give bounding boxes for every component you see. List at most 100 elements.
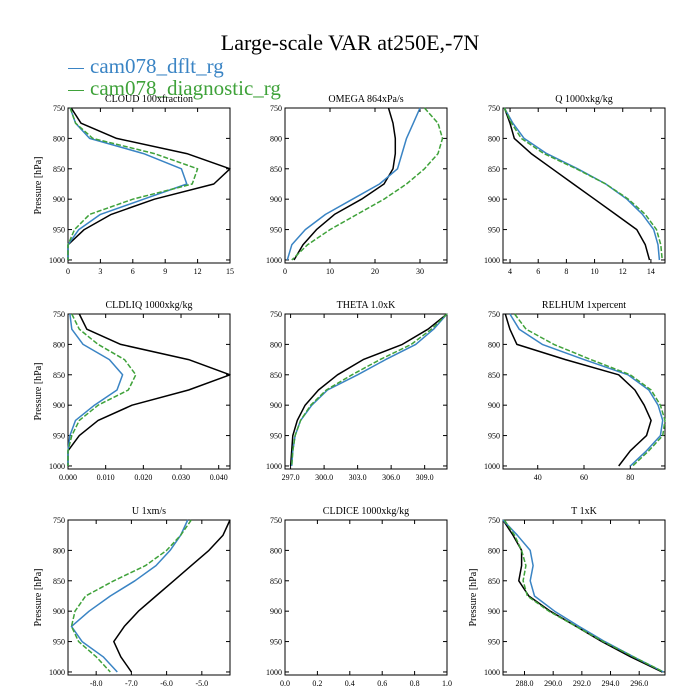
series-line-0 [67, 313, 231, 466]
y-tick-label: 950 [53, 226, 65, 235]
y-tick-label: 1000 [49, 462, 65, 471]
x-tick-label: 60 [580, 473, 588, 482]
y-tick-label: 850 [488, 577, 500, 586]
series-line-2 [70, 519, 192, 673]
chart-title: T 1xK [571, 506, 597, 517]
series-line-1 [70, 519, 189, 673]
x-tick-label: 292.0 [573, 679, 591, 688]
plot-frame [67, 107, 231, 264]
x-tick-label: 0.6 [377, 679, 387, 688]
y-tick-label: 850 [488, 165, 500, 174]
y-tick-label: 1000 [49, 668, 65, 677]
y-tick-label: 750 [488, 516, 500, 525]
y-tick-label: 850 [270, 577, 282, 586]
figure-title: Large-scale VAR at250E,-7N [220, 30, 480, 55]
chart-panel-3: CLDLIQ 1000xkg/kg 750 800 850 900 950 1000 0.00… [33, 300, 231, 482]
x-tick-label: 3 [98, 267, 102, 276]
y-tick-label: 800 [270, 134, 282, 143]
y-axis-label: Pressure [hPa] [468, 568, 479, 626]
chart-title: U 1xm/s [132, 506, 166, 517]
x-tick-label: 0 [66, 267, 70, 276]
x-tick-label: 8 [564, 267, 568, 276]
series-line-0 [504, 313, 652, 467]
x-tick-label: 40 [534, 473, 542, 482]
y-tick-label: 900 [53, 607, 65, 616]
x-tick-label: 30 [416, 267, 424, 276]
y-tick-label: 900 [270, 401, 282, 410]
series-line-2 [67, 313, 137, 466]
y-tick-label: 900 [270, 607, 282, 616]
x-tick-label: 10 [591, 267, 599, 276]
x-tick-label: 0.040 [210, 473, 228, 482]
x-tick-label: 297.0 [282, 473, 300, 482]
series-line-2 [503, 519, 664, 673]
x-tick-label: 0.8 [410, 679, 420, 688]
y-tick-label: 900 [488, 607, 500, 616]
y-tick-label: 750 [53, 516, 65, 525]
y-tick-label: 750 [488, 310, 500, 319]
y-tick-label: 800 [488, 546, 500, 555]
series-line-2 [503, 107, 663, 261]
y-tick-label: 850 [53, 165, 65, 174]
y-tick-label: 1000 [266, 668, 282, 677]
y-tick-label: 750 [53, 310, 65, 319]
series-line-2 [290, 313, 448, 467]
y-axis-label: Pressure [hPa] [33, 156, 44, 214]
y-tick-label: 850 [53, 371, 65, 380]
x-tick-label: 9 [163, 267, 167, 276]
x-tick-label: -7.0 [125, 679, 138, 688]
x-tick-label: 294.0 [602, 679, 620, 688]
series-line-1 [67, 313, 124, 466]
series-line-2 [67, 107, 199, 260]
y-tick-label: 900 [488, 195, 500, 204]
y-tick-label: 1000 [484, 256, 500, 265]
series-line-1 [503, 107, 661, 261]
y-tick-label: 950 [270, 226, 282, 235]
y-axis-label: Pressure [hPa] [33, 362, 44, 420]
y-tick-label: 800 [53, 340, 65, 349]
legend-item-dflt: cam078_dflt_rg [68, 55, 281, 77]
x-tick-label: 0.030 [172, 473, 190, 482]
y-tick-label: 850 [53, 577, 65, 586]
series-line-2 [291, 107, 444, 261]
legend-swatch-dflt [68, 67, 84, 69]
plot-frame [502, 107, 666, 264]
x-tick-label: 4 [508, 267, 512, 276]
x-tick-label: 80 [626, 473, 634, 482]
chart-title: THETA 1.0xK [337, 300, 396, 311]
y-tick-label: 800 [270, 546, 282, 555]
x-tick-label: 290.0 [544, 679, 562, 688]
y-tick-label: 750 [488, 104, 500, 113]
chart-panel-8: T 1xK 750 800 850 900 950 1000 288.0 290.0 292.0 2… [468, 506, 666, 688]
series-line-1 [290, 313, 448, 467]
series-line-1 [509, 313, 664, 467]
y-tick-label: 750 [270, 516, 282, 525]
x-tick-label: 0.020 [134, 473, 152, 482]
y-tick-label: 1000 [266, 256, 282, 265]
chart-title: Q 1000xkg/kg [555, 94, 613, 105]
y-tick-label: 950 [488, 432, 500, 441]
chart-panel-6: U 1xm/s 750 800 850 900 950 1000 -8.0 -7.0 -6.0 -5… [33, 506, 231, 688]
legend-label-diagnostic: cam078_diagnostic_rg [90, 76, 281, 100]
chart-panel-5: RELHUM 1xpercent 750 800 850 900 950 1000 40 60 8… [484, 300, 666, 482]
x-tick-label: 15 [226, 267, 234, 276]
y-tick-label: 850 [270, 165, 282, 174]
legend-swatch-diagnostic [68, 89, 84, 91]
x-tick-label: -6.0 [160, 679, 173, 688]
chart-title: CLDICE 1000xkg/kg [323, 506, 409, 517]
plot-frame [67, 313, 231, 470]
x-tick-label: -8.0 [90, 679, 103, 688]
y-tick-label: 1000 [484, 668, 500, 677]
chart-panel-7: CLDICE 1000xkg/kg 750 800 850 900 950 1000 0.0 0… [266, 506, 452, 688]
legend-item-diagnostic: cam078_diagnostic_rg [68, 77, 281, 99]
series-line-0 [293, 107, 397, 261]
chart-title: RELHUM 1xpercent [542, 300, 626, 311]
chart-title: OMEGA 864xPa/s [328, 94, 403, 105]
chart-panel-2: Q 1000xkg/kg 750 800 850 900 950 1000 4 6 8 10 12 14 [484, 94, 666, 276]
x-tick-label: 14 [647, 267, 655, 276]
plot-frame [284, 519, 448, 676]
